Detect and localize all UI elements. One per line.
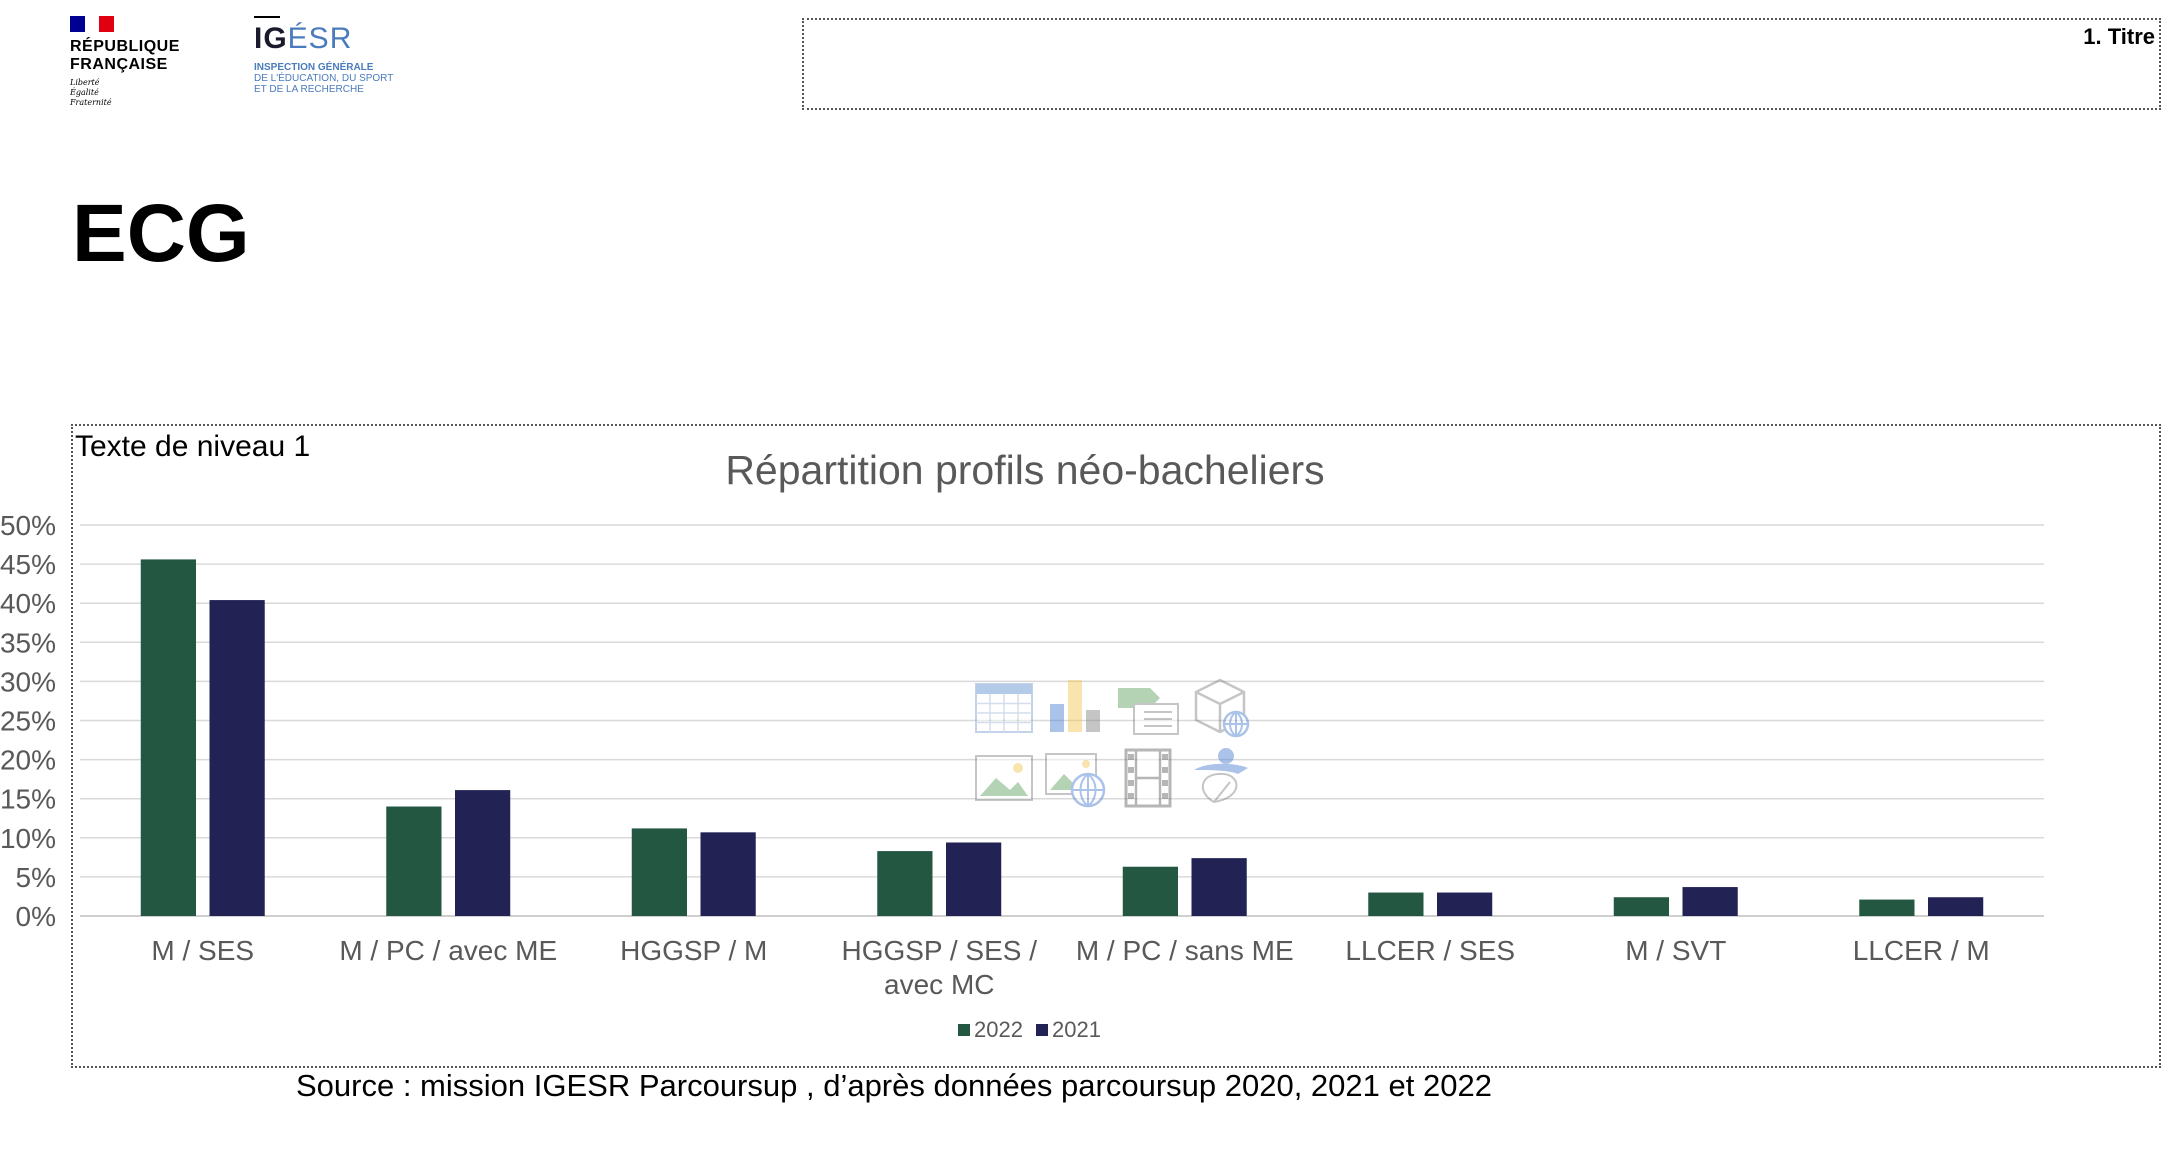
bar-2022-3[interactable]	[631, 828, 687, 916]
bar-2022-8[interactable]	[1859, 899, 1915, 916]
x-tick-label: LLCER / SES	[1345, 935, 1515, 966]
y-tick-label: 50%	[0, 510, 56, 541]
legend: 2022 2021	[958, 1017, 1101, 1042]
y-axis-ticks: 0% 5% 10% 15% 20% 25% 30% 35% 40% 45% 50%	[0, 510, 56, 932]
bar-2022-7[interactable]	[1613, 897, 1669, 916]
bar-2022-6[interactable]	[1368, 892, 1424, 916]
icons-icon[interactable]	[1194, 748, 1248, 804]
bar-2022-1[interactable]	[140, 559, 196, 916]
french-flag-icon	[70, 16, 115, 32]
x-tick-label: M / SVT	[1625, 935, 1726, 966]
rf-motto: Liberté Égalité Fraternité	[70, 78, 112, 107]
x-axis-ticks: M / SES M / PC / avec ME HGGSP / M HGGSP / …	[151, 935, 1989, 1000]
bar-2021-8[interactable]	[1928, 897, 1984, 916]
y-tick-label: 45%	[0, 549, 56, 580]
bar-2022-5[interactable]	[1122, 866, 1178, 916]
x-tick-label: M / PC / avec ME	[339, 935, 557, 966]
x-tick-label: LLCER / M	[1853, 935, 1990, 966]
igesr-name: IGÉSR	[254, 22, 353, 55]
bar-2022-2[interactable]	[386, 806, 442, 916]
y-tick-label: 5%	[16, 862, 56, 893]
igesr-logo: IGÉSR INSPECTION GÉNÉRALE DE L'ÉDUCATION…	[254, 16, 454, 95]
y-tick-label: 20%	[0, 745, 56, 776]
republique-francaise-logo: RÉPUBLIQUE FRANÇAISE Liberté Égalité Fra…	[70, 16, 200, 108]
igesr-subtitle: INSPECTION GÉNÉRALE DE L'ÉDUCATION, DU S…	[254, 62, 394, 95]
y-tick-label: 0%	[16, 901, 56, 932]
x-tick-label: HGGSP / M	[620, 935, 767, 966]
content-placeholder-label: Texte de niveau 1	[75, 430, 311, 463]
bar-2021-3[interactable]	[700, 832, 756, 916]
page-title: ECG	[72, 188, 250, 279]
insert-content-icons	[975, 678, 1250, 808]
bar-2021-6[interactable]	[1437, 892, 1493, 916]
smartart-icon[interactable]	[1118, 688, 1179, 735]
legend-swatch-2022	[958, 1024, 970, 1036]
y-tick-label: 40%	[0, 588, 56, 619]
x-tick-label: M / PC / sans ME	[1076, 935, 1294, 966]
y-tick-label: 30%	[0, 666, 56, 697]
online-picture-icon[interactable]	[1045, 753, 1106, 808]
chart-title: Répartition profils néo-bacheliers	[725, 447, 1324, 493]
x-tick-label: avec MC	[884, 969, 994, 1000]
bar-2021-2[interactable]	[455, 790, 511, 916]
x-tick-label: HGGSP / SES /	[841, 935, 1037, 966]
y-tick-label: 10%	[0, 823, 56, 854]
legend-label-2022: 2022	[974, 1017, 1023, 1042]
bar-2021-4[interactable]	[946, 842, 1002, 916]
y-tick-label: 15%	[0, 784, 56, 815]
legend-label-2021: 2021	[1052, 1017, 1101, 1042]
legend-swatch-2021	[1036, 1024, 1048, 1036]
video-icon[interactable]	[1124, 748, 1172, 808]
y-tick-label: 35%	[0, 627, 56, 658]
bar-2021-1[interactable]	[209, 600, 265, 916]
bar-2021-5[interactable]	[1191, 858, 1247, 916]
rf-name: RÉPUBLIQUE FRANÇAISE	[70, 38, 180, 73]
bar-2022-4[interactable]	[877, 851, 933, 916]
x-tick-label: M / SES	[151, 935, 254, 966]
igesr-bar	[254, 16, 280, 18]
3d-model-icon[interactable]	[1194, 678, 1250, 738]
title-placeholder[interactable]: 1. Titre	[802, 18, 2161, 110]
title-placeholder-label: 1. Titre	[2083, 24, 2155, 49]
content-placeholder[interactable]: Texte de niveau 1	[71, 424, 2161, 1068]
picture-icon[interactable]	[975, 755, 1033, 801]
chart-icon[interactable]	[1050, 680, 1100, 732]
y-tick-label: 25%	[0, 706, 56, 737]
bar-2021-7[interactable]	[1682, 887, 1738, 916]
table-icon[interactable]	[975, 683, 1033, 733]
source-note: Source : mission IGESR Parcoursup , d’ap…	[296, 1068, 1492, 1103]
bars	[140, 559, 1984, 916]
